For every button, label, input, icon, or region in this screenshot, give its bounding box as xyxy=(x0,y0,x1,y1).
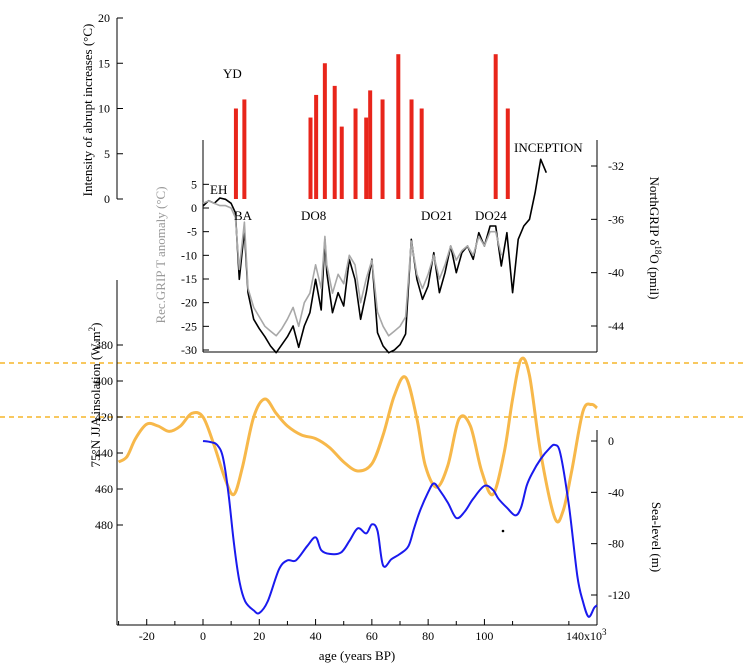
ngrip-axis-title-main: NorthGRIP δ xyxy=(647,177,662,246)
x-tick-label: 40 xyxy=(310,629,322,643)
ngrip-axis-title-sup: 18 xyxy=(653,245,663,255)
ngrip-series xyxy=(202,158,548,354)
recgrip-series xyxy=(202,200,503,337)
insolation-tick-label: 400 xyxy=(95,374,113,388)
annotation-do24: DO24 xyxy=(475,208,507,223)
reference-lines xyxy=(0,362,744,418)
recgrip-tick-label: -20 xyxy=(181,296,197,310)
ngrip-tick-label: -32 xyxy=(608,159,624,173)
recgrip-tick-label: -25 xyxy=(181,319,197,333)
x-axis-multiplier-sup: 3 xyxy=(602,627,607,637)
abrupt-bar xyxy=(332,85,337,199)
recgrip-tick-label: -5 xyxy=(187,225,197,239)
annotation-inception: INCEPTION xyxy=(514,140,583,155)
abrupt-bar xyxy=(419,108,424,199)
insolation-line xyxy=(117,356,598,524)
x-tick-label: 60 xyxy=(366,629,378,643)
recgrip-line xyxy=(202,200,503,337)
sealevel-line xyxy=(202,440,598,618)
abrupt-tick-label: 5 xyxy=(104,147,110,161)
abrupt-bar xyxy=(233,108,238,199)
x-axis-title: age (years BP) xyxy=(319,648,396,663)
recgrip-tick-label: 0 xyxy=(191,201,197,215)
abrupt-bar xyxy=(380,99,385,199)
ngrip-line xyxy=(202,158,548,354)
axes xyxy=(116,17,598,626)
ngrip-axis-title: NorthGRIP δ18O (pmil) xyxy=(647,177,663,300)
abrupt-bar xyxy=(409,99,414,199)
annotation-do8: DO8 xyxy=(301,208,326,223)
sealevel-tick-label: -120 xyxy=(608,588,630,602)
recgrip-tick-label: -15 xyxy=(181,272,197,286)
insolation-axis-title-end: ) xyxy=(88,322,103,326)
abrupt-bar xyxy=(353,108,358,199)
abrupt-tick-label: 15 xyxy=(98,56,110,70)
x-axis-multiplier: 140x103 xyxy=(566,627,607,643)
annotation-yd: YD xyxy=(223,66,242,81)
stray-dot xyxy=(501,529,505,533)
abrupt-bar xyxy=(308,117,313,199)
insolation-axis-title-sup: 2 xyxy=(87,327,97,332)
abrupt-bar xyxy=(505,108,510,199)
x-axis-multiplier-main: 140x10 xyxy=(566,629,602,643)
abrupt-bar xyxy=(396,54,401,200)
abrupt-tick-label: 20 xyxy=(98,11,110,25)
abrupt-axis-title: Intensity of abrupt increases (°C) xyxy=(80,24,95,197)
annotation-ba: BA xyxy=(234,208,253,223)
recgrip-tick-label: 5 xyxy=(191,177,197,191)
x-tick-label: 80 xyxy=(422,629,434,643)
ngrip-tick-label: -36 xyxy=(608,212,624,226)
recgrip-tick-label: -30 xyxy=(181,343,197,357)
sealevel-series xyxy=(202,440,598,618)
insolation-series xyxy=(117,356,598,524)
x-tick-label: 20 xyxy=(253,629,265,643)
abrupt-bars xyxy=(233,54,510,200)
x-tick-label: 0 xyxy=(200,629,206,643)
ticks: 0 5 10 15 20 5 0 -5 -10 -15 -20 -25 -30 -32 -36 -40 -44 3… xyxy=(95,11,630,643)
recgrip-axis-title: Rec.GRIP T anomaly (°C) xyxy=(153,186,168,323)
abrupt-tick-label: 0 xyxy=(104,192,110,206)
insolation-tick-label: 460 xyxy=(95,482,113,496)
abrupt-bar xyxy=(322,63,327,199)
insolation-axis-title-main: 75°N JJA insolation (W.m xyxy=(88,331,103,467)
sealevel-axis-title: Sea-level (m) xyxy=(649,502,664,572)
x-tick-label: -20 xyxy=(139,629,155,643)
annotation-do21: DO21 xyxy=(421,208,453,223)
x-tick-label: 100 xyxy=(475,629,493,643)
insolation-tick-label: 380 xyxy=(95,338,113,352)
ngrip-axis-title-end: O (pmil) xyxy=(647,254,662,299)
ngrip-tick-label: -40 xyxy=(608,266,624,280)
insolation-tick-label: 480 xyxy=(95,518,113,532)
insolation-tick-label: 420 xyxy=(95,410,113,424)
abrupt-bar xyxy=(339,126,344,199)
abrupt-bar xyxy=(314,94,319,199)
abrupt-bar xyxy=(364,117,369,199)
insolation-tick-label: 440 xyxy=(95,446,113,460)
ngrip-tick-label: -44 xyxy=(608,319,624,333)
sealevel-tick-label: -40 xyxy=(608,485,624,499)
recgrip-tick-label: -10 xyxy=(181,248,197,262)
abrupt-bar xyxy=(242,99,247,199)
sealevel-tick-label: 0 xyxy=(608,434,614,448)
abrupt-tick-label: 10 xyxy=(98,102,110,116)
abrupt-bar xyxy=(368,90,373,199)
insolation-axis-title: 75°N JJA insolation (W.m2) xyxy=(87,322,103,467)
sealevel-tick-label: -80 xyxy=(608,537,624,551)
annotation-eh: EH xyxy=(210,182,227,197)
abrupt-bar xyxy=(493,54,498,200)
